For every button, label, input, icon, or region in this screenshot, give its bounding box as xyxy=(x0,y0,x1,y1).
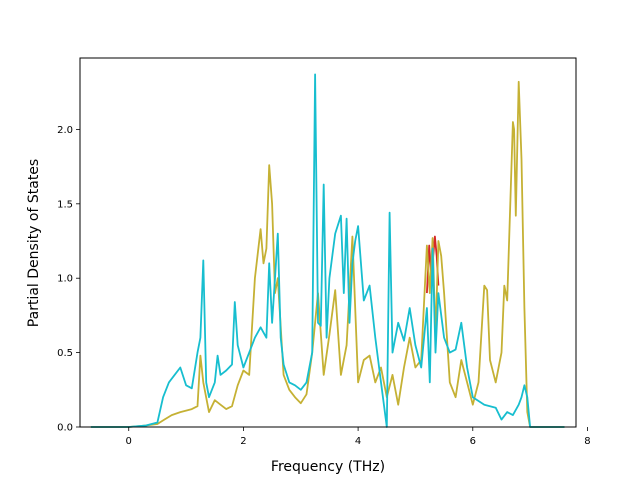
x-tick-label: 6 xyxy=(470,436,476,447)
series-line-2 xyxy=(90,73,565,428)
y-tick-label: 1.0 xyxy=(57,274,73,285)
series-group xyxy=(90,73,565,428)
y-tick-label: 0.0 xyxy=(57,423,73,434)
y-tick-label: 1.5 xyxy=(57,199,73,210)
axes-frame xyxy=(79,57,577,428)
x-axis-ticks: 0 2 4 6 8 xyxy=(126,427,591,447)
y-tick-label: 0.5 xyxy=(57,348,73,359)
y-axis-label: Partial Density of States xyxy=(26,159,42,327)
y-axis-ticks: 0.0 0.5 1.0 1.5 2.0 xyxy=(57,125,80,434)
x-tick-label: 2 xyxy=(240,436,246,447)
y-tick-label: 2.0 xyxy=(57,125,73,136)
x-tick-label: 4 xyxy=(355,436,361,447)
series-line-1 xyxy=(90,80,565,428)
x-axis-label: Frequency (THz) xyxy=(271,459,385,475)
x-tick-label: 0 xyxy=(126,436,132,447)
x-tick-label: 8 xyxy=(584,436,590,447)
